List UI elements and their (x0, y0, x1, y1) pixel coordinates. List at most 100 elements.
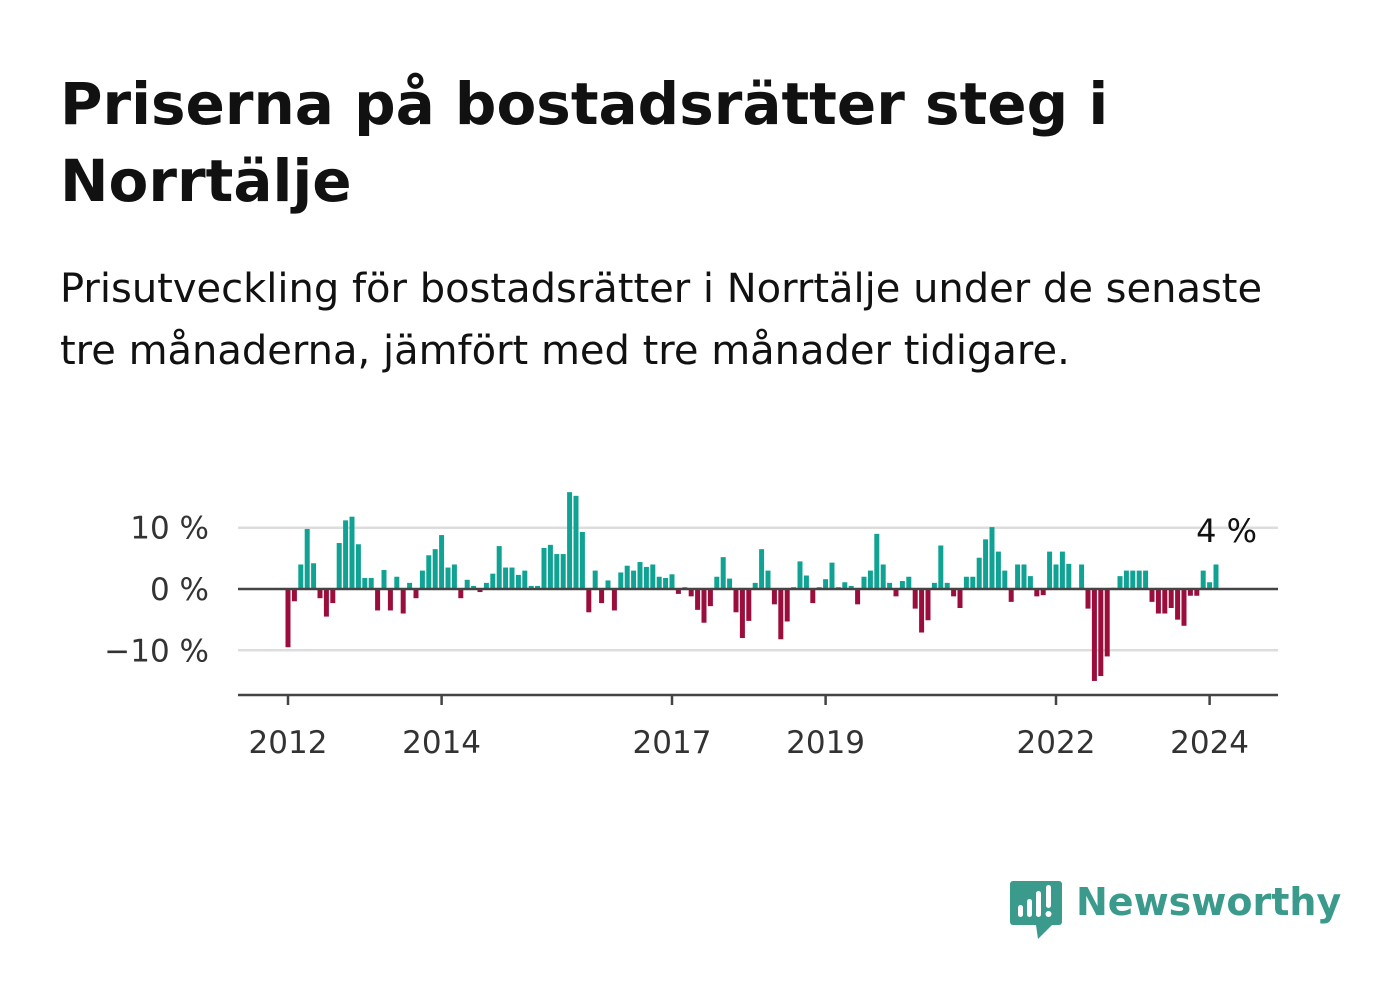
bar (426, 555, 432, 589)
page-subtitle: Prisutveckling för bostadsrätter i Norrt… (60, 266, 1263, 374)
bar (707, 589, 713, 607)
bar (1200, 570, 1206, 589)
bar (778, 589, 784, 640)
bar-chart: 10 % 0 % −10 % 2012 2014 2017 2019 2022 2024 4 … (104, 492, 1278, 761)
bar (1085, 589, 1091, 609)
bar (477, 589, 483, 593)
bar (419, 570, 425, 589)
bar (688, 589, 694, 597)
bar (784, 589, 790, 622)
bar (522, 570, 528, 589)
bar (803, 575, 809, 589)
bar (298, 564, 304, 589)
bar (823, 579, 829, 589)
bars (285, 492, 1219, 681)
bar (893, 589, 899, 597)
bar (848, 585, 854, 589)
bar (1047, 551, 1053, 589)
bar (931, 582, 937, 589)
bar (439, 535, 445, 589)
bar (1079, 564, 1085, 589)
bar (515, 574, 521, 589)
axes (238, 587, 1278, 705)
bar (1027, 576, 1033, 589)
bar (925, 589, 931, 621)
bar (368, 577, 374, 589)
bar (746, 589, 752, 621)
bar (503, 567, 509, 589)
bar (1181, 589, 1187, 626)
x-tick-label: 2012 (249, 725, 328, 761)
bar (432, 549, 438, 589)
bar (336, 543, 342, 589)
bar (727, 578, 733, 589)
bar (752, 582, 758, 589)
y-tick-labels: 10 % 0 % −10 % (104, 511, 209, 670)
bar (349, 516, 355, 589)
bar (1143, 570, 1149, 589)
bar (669, 574, 675, 589)
bar (471, 585, 477, 589)
bar (650, 564, 656, 589)
bar (605, 580, 611, 589)
bar (458, 589, 464, 599)
bar (1123, 570, 1129, 589)
x-tick-label: 2017 (633, 725, 712, 761)
bar (1066, 563, 1072, 589)
bar (1162, 589, 1168, 614)
bar (394, 576, 400, 589)
bar (1059, 551, 1065, 589)
bar (663, 577, 669, 589)
bar (995, 551, 1001, 589)
page-title: Priserna på bostadsrätter steg i Norrtäl… (60, 70, 1109, 215)
bar (1034, 589, 1040, 597)
bar (957, 589, 963, 608)
bar (1021, 564, 1027, 589)
bar (810, 589, 816, 604)
y-tick-label: 0 % (150, 572, 209, 608)
bar (739, 589, 745, 639)
bar (1175, 589, 1181, 620)
bar (618, 572, 624, 589)
bar (1168, 589, 1174, 608)
bar (695, 589, 701, 610)
bar (323, 589, 329, 617)
bar (1149, 589, 1155, 602)
bar (983, 539, 989, 589)
y-tick-label: 10 % (130, 511, 209, 547)
bar (375, 589, 381, 611)
bar (291, 589, 297, 602)
y-gridlines (238, 526, 1278, 652)
bar (1015, 564, 1021, 589)
bar (855, 589, 861, 605)
bar (554, 554, 560, 589)
bar (381, 570, 387, 589)
last-value-label: 4 % (1196, 512, 1257, 550)
bar (330, 589, 336, 604)
bar (1040, 589, 1046, 596)
bar (970, 576, 976, 589)
bar (701, 589, 707, 623)
bar (592, 570, 598, 589)
bar (599, 589, 605, 604)
bar (1104, 589, 1110, 657)
bar (624, 565, 630, 589)
bar (887, 582, 893, 589)
newsworthy-logo[interactable]: Newsworthy (1010, 877, 1341, 941)
bar (720, 557, 726, 589)
bar (560, 554, 566, 589)
bar (765, 570, 771, 589)
x-tick-labels: 2012 2014 2017 2019 2022 2024 (249, 725, 1250, 761)
bar (611, 589, 617, 611)
bar (528, 585, 534, 589)
bar (483, 582, 489, 589)
bar (919, 589, 925, 633)
bar (656, 576, 662, 589)
bar (317, 589, 323, 599)
bar (675, 589, 681, 594)
bar (1194, 589, 1200, 596)
bar (874, 533, 880, 589)
bar (355, 544, 361, 589)
bar (631, 570, 637, 589)
bar (643, 566, 649, 589)
